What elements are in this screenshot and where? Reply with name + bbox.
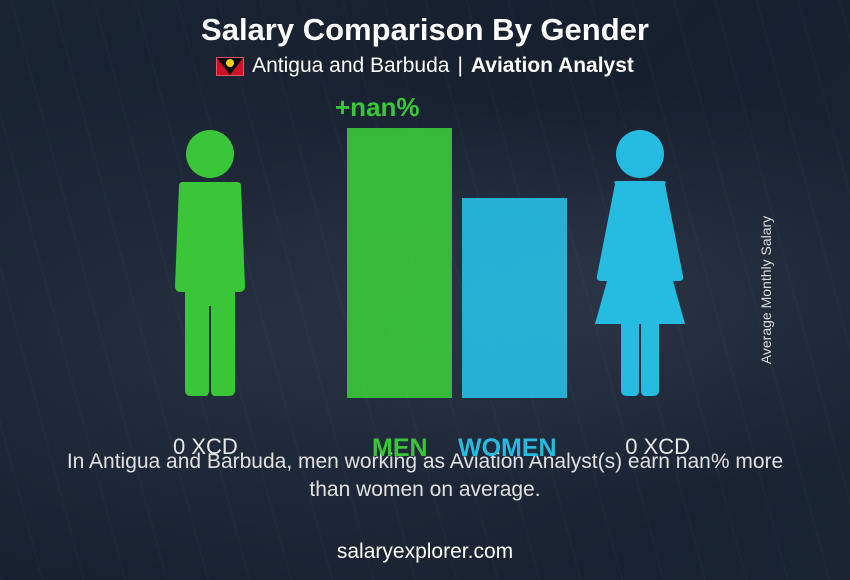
page-title: Salary Comparison By Gender: [201, 12, 649, 48]
men-salary-bar: [347, 128, 452, 398]
male-person-icon: [135, 126, 285, 406]
country-name: Antigua and Barbuda: [252, 54, 449, 78]
y-axis-label: Average Monthly Salary: [758, 216, 774, 364]
percent-difference-label: +nan%: [335, 92, 420, 123]
women-salary-bar: [462, 198, 567, 398]
subtitle: Antigua and Barbuda | Aviation Analyst: [216, 54, 634, 78]
women-label: WOMEN: [458, 434, 557, 463]
women-salary-value: 0 XCD: [625, 434, 690, 460]
site-attribution: salaryexplorer.com: [337, 540, 513, 564]
job-title: Aviation Analyst: [471, 54, 634, 78]
separator: |: [457, 54, 462, 78]
female-person-icon: [565, 126, 715, 406]
chart-area: +nan% 0 XCD MEN WOMEN 0 XCD: [75, 96, 775, 446]
flag-icon: [216, 57, 244, 76]
men-label: MEN: [372, 434, 428, 463]
infographic-container: Salary Comparison By Gender Antigua and …: [0, 0, 850, 580]
men-salary-value: 0 XCD: [173, 434, 238, 460]
